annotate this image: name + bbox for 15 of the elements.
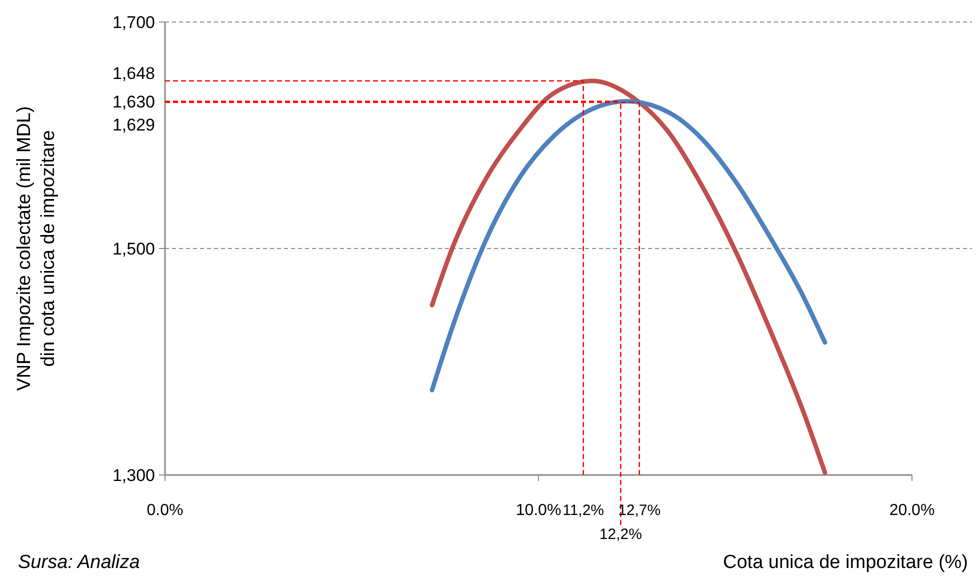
y-tick-label: 1,700 bbox=[112, 13, 155, 32]
y-axis-title: VNP Impozite colectate (mil MDL) din cota unica de impozitare bbox=[14, 106, 59, 391]
ref-line-label: 12,2% bbox=[599, 526, 642, 543]
x-tick-label: 10.0% bbox=[516, 502, 562, 519]
ref-line-label: 1,648 bbox=[112, 64, 155, 83]
x-tick-label: 20.0% bbox=[889, 502, 935, 519]
ref-line-label: 12,7% bbox=[618, 502, 661, 519]
y-tick-label: 1,300 bbox=[112, 466, 155, 485]
x-tick-label: 0.0% bbox=[146, 502, 184, 519]
ref-line-label: 1,629 bbox=[112, 115, 155, 134]
ref-line-label: 11,2% bbox=[562, 502, 604, 519]
text: Sursa: Analiza bbox=[18, 552, 140, 573]
ref-line-label: 1,630 bbox=[112, 92, 155, 112]
x-axis-title: Cota unica de impozitare (%) bbox=[723, 552, 968, 573]
y-tick-label: 1,500 bbox=[112, 240, 155, 258]
